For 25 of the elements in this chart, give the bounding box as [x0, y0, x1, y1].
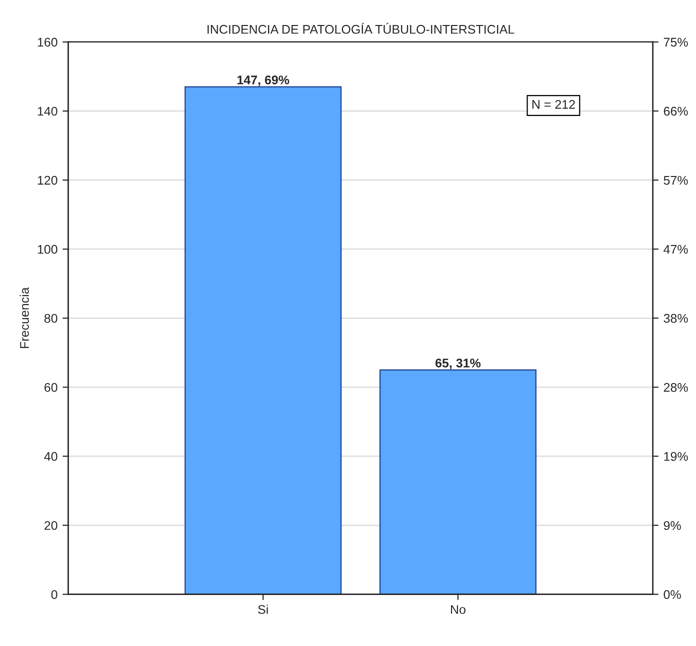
y-tick-label: 0 [51, 590, 58, 599]
y2-tick-label: 0% [664, 590, 681, 599]
y-tick-label: 60 [44, 382, 58, 392]
y2-tick-label: 38% [664, 314, 688, 323]
y-tick-label: 40 [44, 452, 58, 461]
y2-tick-label: 9% [664, 521, 681, 530]
y2-tick-label: 47% [664, 244, 688, 254]
y2-tick-label: 19% [664, 452, 688, 461]
x-tick-label: Si [258, 604, 268, 614]
y-axis-title: Frecuencia [20, 287, 29, 348]
y-tick-label: 140 [38, 106, 58, 116]
data-label: 65, 31% [435, 358, 481, 370]
x-tick-label: No [451, 605, 466, 614]
y-tick-label: 20 [44, 521, 58, 530]
chart-title: INCIDENCIA DE PATOLOGÍA TÚBULO-INTERSTICIAL [208, 22, 514, 34]
y-tick-label: 80 [44, 314, 58, 323]
y-tick-label: 160 [38, 38, 58, 47]
y-tick-label: 120 [38, 176, 58, 185]
annotation: N = 212 [532, 100, 575, 109]
y2-tick-label: 75% [664, 38, 688, 47]
y2-tick-label: 28% [664, 383, 688, 392]
y-tick-label: 100 [38, 244, 58, 254]
data-label: 147, 69% [237, 76, 290, 86]
y2-tick-label: 66% [664, 106, 688, 116]
y2-tick-label: 57% [664, 176, 688, 185]
